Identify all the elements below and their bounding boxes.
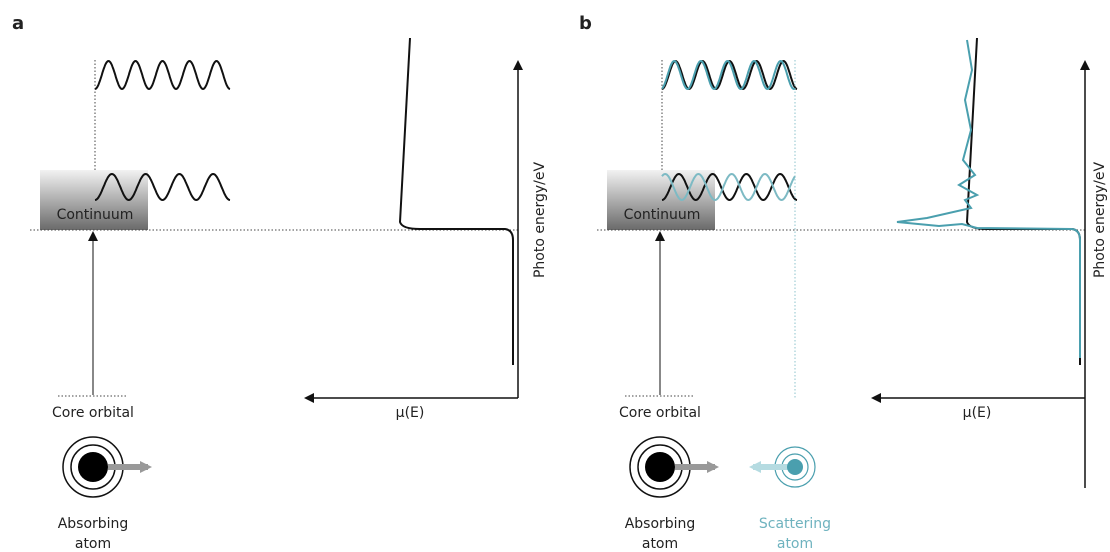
continuum-label: Continuum [57,207,134,223]
x-axis-label: μ(E) [396,405,425,421]
wave-top-teal [661,59,796,91]
wave-low [94,172,231,202]
scatter-label: Scattering [759,516,831,532]
spectrum-teal [896,39,1081,358]
atom-core [78,452,108,482]
continuum-label: Continuum [624,207,701,223]
x-axis-label: μ(E) [963,405,992,421]
scatter-label: atom [777,536,813,552]
spectrum [398,37,514,365]
atom-label: Absorbing [625,516,696,532]
core-label: Core orbital [619,405,701,421]
scatter-core [787,459,803,475]
panel-label: b [579,13,592,34]
atom-label: atom [642,536,678,552]
wave-low [661,172,798,202]
panel-label: a [12,13,24,34]
panel-b: b Continuum Core orbital Absorbing atom μ(E) P… [579,13,1108,552]
panel-a: a Continuum Core orbital Absorbing atom μ(E) P… [12,13,548,552]
y-axis-label: Photo energy/eV [1092,162,1108,278]
spectrum [965,37,1081,365]
atom-label: atom [75,536,111,552]
atom-label: Absorbing [58,516,129,532]
wave-top [94,59,231,91]
core-label: Core orbital [52,405,134,421]
wave-low-teal [661,172,796,202]
atom-core [645,452,675,482]
y-axis-label: Photo energy/eV [532,162,548,278]
